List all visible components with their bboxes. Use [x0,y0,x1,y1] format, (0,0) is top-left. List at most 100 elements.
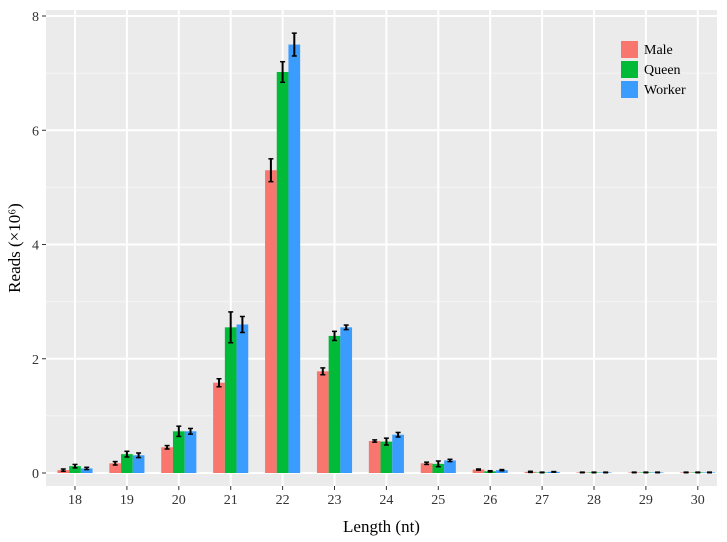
error-bar-queen-19 [124,450,130,458]
bar-worker-25 [444,460,456,473]
legend: Male Queen Worker [621,41,686,98]
bar-queen-25 [432,463,445,473]
y-tick-label: 2 [32,353,39,368]
error-bar-queen-23 [332,330,337,342]
error-bar-worker-26 [499,468,505,472]
bar-worker-18 [80,468,93,473]
x-tick-label: 21 [224,493,238,508]
error-bar-worker-18 [84,466,90,471]
x-tick-label: 27 [535,493,549,508]
bar-worker-26 [496,470,508,473]
error-bar-male-18 [60,468,66,473]
bar-queen-19 [121,454,133,473]
error-bar-queen-29 [643,471,649,474]
error-bar-male-26 [476,468,481,471]
error-bar-queen-27 [539,471,545,474]
error-bar-queen-25 [435,460,441,468]
error-bar-worker-22 [291,32,297,57]
bar-male-22 [265,170,277,474]
x-tick-label: 23 [328,493,342,508]
bar-male-25 [420,463,433,473]
legend-item-queen: Queen [621,61,681,78]
error-bar-queen-20 [176,425,182,438]
error-bar-male-22 [268,158,274,183]
error-bar-male-30 [683,471,689,474]
error-bar-queen-18 [72,463,78,469]
error-bar-male-23 [320,367,326,376]
error-bar-worker-23 [343,324,349,331]
bar-queen-24 [380,441,393,473]
error-bar-queen-28 [591,471,597,474]
x-tick-label: 29 [639,493,653,508]
y-axis-title: Reads (×10⁶) [5,203,24,293]
bar-male-20 [161,447,173,473]
bar-queen-18 [69,466,81,473]
error-bars [60,32,712,474]
error-bar-male-21 [216,377,222,388]
error-bar-male-29 [631,471,637,474]
x-tick-label: 28 [587,493,601,508]
bar-queen-23 [328,335,341,473]
error-bar-queen-30 [695,471,701,474]
x-tick-label: 20 [172,493,186,508]
x-tick-label: 22 [276,493,290,508]
x-tick-label: 18 [68,493,82,508]
error-bar-male-20 [164,444,170,450]
x-tick-label: 25 [431,493,445,508]
bar-male-26 [472,469,485,473]
legend-swatch [621,61,638,78]
error-bar-worker-28 [603,471,609,474]
error-bar-male-24 [372,439,378,443]
error-bar-worker-30 [707,471,712,474]
bar-queen-20 [172,431,185,473]
error-bar-queen-21 [228,311,234,344]
error-bar-worker-24 [395,431,401,438]
legend-label: Male [644,43,673,58]
error-bar-queen-22 [280,60,286,84]
error-bar-worker-19 [136,452,142,459]
error-bar-worker-25 [447,458,453,463]
bar-worker-23 [340,327,353,473]
x-tick-label: 19 [120,493,134,508]
error-bar-worker-20 [188,427,193,435]
bar-worker-20 [184,431,197,473]
x-tick-label: 30 [691,493,705,508]
legend-item-male: Male [621,41,673,58]
bars [57,44,716,474]
error-bar-queen-24 [383,437,389,446]
legend-label: Queen [644,63,681,78]
error-bar-male-25 [424,461,430,466]
legend-item-worker: Worker [621,81,686,98]
x-tick-label: 26 [483,493,497,508]
error-bar-queen-26 [487,469,493,473]
x-axis-title: Length (nt) [343,517,420,536]
y-tick-label: 4 [32,239,39,254]
bar-worker-21 [236,324,249,473]
bar-male-19 [109,463,122,473]
bar-worker-24 [392,434,404,473]
bar-male-24 [368,441,381,473]
y-tick-label: 6 [32,124,39,139]
y-tick-label: 0 [32,467,39,482]
bar-worker-19 [132,455,145,473]
legend-label: Worker [644,83,686,98]
legend-swatch [621,41,638,58]
plot-panel [46,10,717,486]
error-bar-male-28 [579,471,585,474]
error-bar-worker-27 [551,470,557,473]
bar-queen-21 [224,327,237,473]
error-bar-worker-29 [655,471,661,474]
error-bar-male-27 [527,470,533,474]
x-tick-label: 24 [379,493,393,508]
error-bar-worker-21 [239,315,245,334]
bar-male-21 [213,382,225,473]
bar-male-23 [316,371,329,473]
error-bar-male-19 [112,460,118,466]
bar-worker-22 [288,44,301,473]
y-tick-label: 8 [32,10,39,25]
bar-queen-22 [276,71,289,474]
legend-swatch [621,81,638,98]
